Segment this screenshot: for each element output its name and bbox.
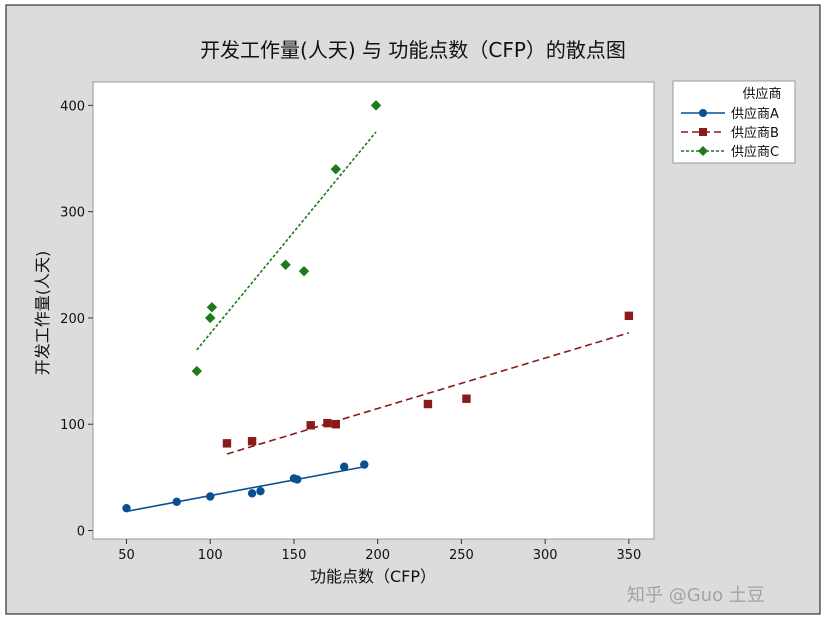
y-axis-ticks: 0 100 200 300 400 [60,99,93,539]
x-tick-label: 250 [449,548,474,563]
y-tick-label: 0 [77,524,85,539]
legend-items: 供应商A 供应商B 供应商C [681,106,779,160]
data-point [323,418,332,428]
data-point [298,265,310,277]
fit-line [196,131,377,351]
data-point [122,503,131,513]
data-point [462,394,471,403]
data-point [205,312,216,324]
legend-marker [699,109,707,117]
data-point [222,439,232,448]
x-tick-label: 100 [198,548,223,563]
data-point [330,163,342,175]
data-point [423,399,433,409]
data-point [306,421,315,430]
data-point [360,460,369,469]
data-point [370,100,382,111]
data-point [206,492,215,501]
legend-box [672,80,796,164]
x-tick-label: 50 [118,548,135,563]
data-point [256,486,265,496]
legend-title: 供应商 [742,86,781,102]
x-axis-label: 功能点数（CFP） [310,567,436,586]
fit-line [126,465,365,513]
x-tick-label: 200 [365,548,390,563]
legend-label: 供应商C [731,144,779,160]
data-point [293,475,302,484]
x-tick-label: 300 [533,548,558,563]
data-points [122,100,634,513]
chart-title: 开发工作量(人天) 与 功能点数（CFP）的散点图 [200,38,626,62]
data-point [191,365,203,377]
y-tick-label: 200 [60,312,85,327]
plot-area [92,81,655,540]
y-tick-label: 100 [60,418,85,433]
y-tick-label: 400 [60,99,85,114]
x-tick-label: 350 [616,548,641,563]
watermark: 知乎 @Guo 土豆 [627,585,765,606]
legend-label: 供应商B [731,125,779,141]
y-axis-label: 开发工作量(人天) [33,251,52,376]
x-axis-ticks: 50 100 150 200 250 300 350 [118,539,641,563]
data-point [331,420,341,429]
legend-marker [699,128,707,136]
data-point [247,489,257,498]
fit-line [226,332,630,455]
x-tick-label: 150 [282,548,307,563]
data-point [172,497,181,507]
legend: 供应商 供应商A 供应商B 供应商C [672,80,796,164]
data-point [206,302,218,313]
data-point [624,311,634,321]
y-tick-label: 300 [60,206,85,221]
legend-marker [698,146,708,156]
data-point [339,462,349,471]
fit-lines [126,131,630,513]
legend-label: 供应商A [731,106,779,122]
data-point [247,437,257,446]
data-point [280,259,291,270]
